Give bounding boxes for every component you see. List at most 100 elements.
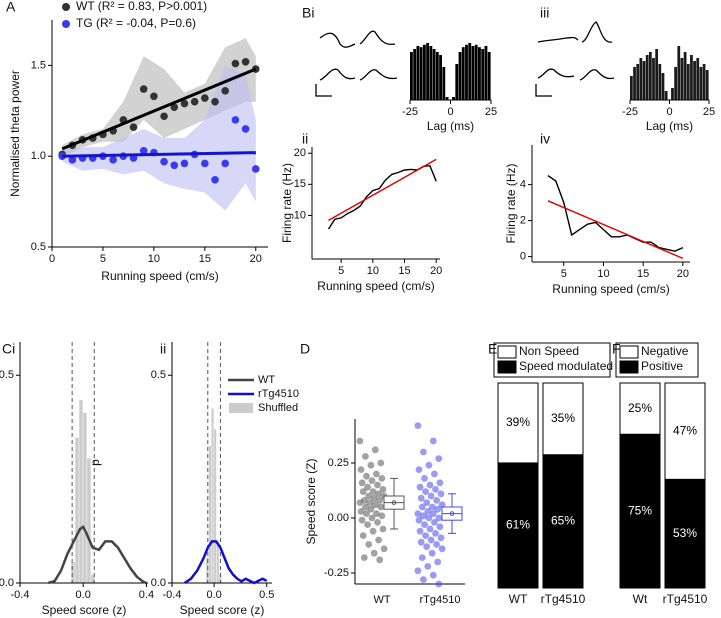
data-point [371,446,379,454]
waveform [319,68,356,81]
density-line [48,525,147,585]
data-point [362,503,369,511]
data-point [429,571,437,579]
histogram-bar [690,55,693,100]
y-tick-label: -0.25 [324,567,349,579]
histogram-bar [636,64,640,100]
data-point [359,488,367,495]
data-point [420,448,427,456]
x-axis-label: Running speed (cm/s) [552,282,669,296]
x-axis-label: Running speed (cm/s) [101,269,218,283]
data-point [432,530,439,537]
legend-marker [62,20,70,28]
density-line [183,540,268,585]
histogram-bar [478,47,481,100]
y-tick-label: 0.5 [31,241,46,253]
data-point [418,503,426,511]
x-axis-label: Lag (ms) [427,119,474,133]
data-point [425,514,433,522]
waveform [581,21,613,43]
x-axis-label: Lag (ms) [646,119,693,133]
data-point [438,545,446,553]
data-point [377,503,385,511]
data-point [432,486,439,493]
histogram-bar [410,52,413,100]
histogram-bar [633,67,636,100]
data-point [363,510,370,517]
confidence-band [62,65,256,211]
data-point [367,505,375,513]
y-axis-label: Normalised theta power [8,70,22,197]
mean [391,500,397,505]
data-point [363,472,370,480]
data-point [170,161,179,170]
bar-segment [542,454,584,589]
panel-label: F [612,341,621,357]
legend-label: WT [258,374,275,386]
data-point [424,508,432,515]
data-point [422,532,429,539]
data-point [380,545,388,553]
fit-line [62,151,256,158]
panel-label: E [488,341,497,357]
histogram-bar [705,70,709,100]
x-tick-label: -25 [402,106,418,118]
shuffled-bar [91,574,95,583]
data-point [221,159,230,168]
data-point [420,512,427,520]
legend-swatch [497,360,517,374]
data-point [375,490,382,498]
x-tick-label: 0.0 [206,589,221,601]
data-point [180,99,189,108]
data-point [437,490,445,498]
data-point [424,563,432,570]
histogram-bar [674,67,677,100]
x-tick-label: -25 [622,106,638,118]
shuffled-bar [71,562,75,583]
y-axis-label: Firing rate (Hz) [280,163,294,243]
data-point [429,510,437,517]
x-tick-label: 10 [597,268,609,280]
data-point [201,159,209,168]
data-point [150,92,158,101]
waveform [537,36,579,43]
data-point [428,549,436,557]
data-point [428,503,436,511]
data-point [414,510,422,517]
data-point [374,481,381,489]
x-axis-label: Speed score (z) [42,603,127,617]
histogram-bar [664,91,668,100]
histogram-bar [484,46,488,100]
x-tick-label: 15 [637,268,649,280]
x-tick-label: 15 [398,265,410,277]
y-tick-label: 0.25 [328,457,349,469]
value-label: 65% [551,514,575,528]
histogram-bar [455,64,459,100]
histogram-bar [661,73,665,100]
data-point [356,437,364,445]
histogram-bar [677,46,681,100]
data-point [416,483,424,491]
waveform [359,69,398,81]
histogram-bar [671,88,674,100]
y-axis-label: Firing rate (Hz) [504,163,518,243]
shuffled-bar [79,400,83,583]
histogram-bar [432,49,436,100]
histogram-bar [458,52,462,100]
x-tick-label: 0 [666,106,672,118]
histogram-bar [648,52,652,100]
data-point [129,123,138,131]
data-point [414,567,422,575]
histogram-bar [652,58,655,100]
data-point [251,165,260,173]
histogram-bar [439,55,442,100]
data-point [370,494,378,502]
histogram-bar [442,67,446,100]
data-point [367,461,375,469]
data-point [414,422,422,429]
histogram-bar [645,55,649,100]
y-tick-label: 0.5 [0,369,14,381]
data-point [431,519,438,526]
data-point [375,536,382,544]
